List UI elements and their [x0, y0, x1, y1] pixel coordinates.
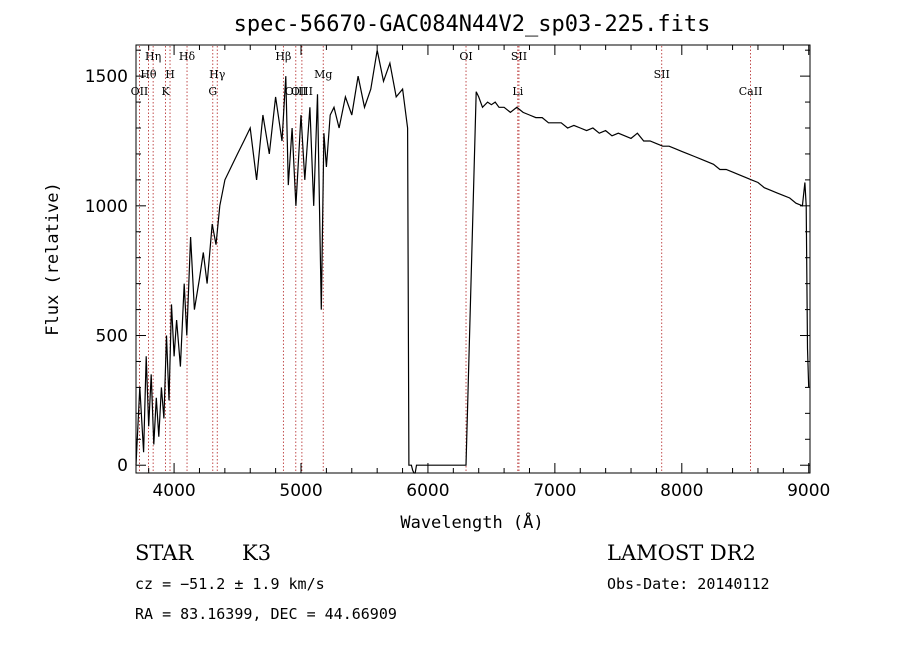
chart-title: spec-56670-GAC084N44V2_sp03-225.fits	[234, 12, 711, 37]
x-tick-label-1: 5000	[279, 481, 322, 501]
y-tick-label-3: 1500	[85, 67, 128, 87]
marker-label-1: Hδ	[179, 50, 196, 63]
x-axis-label: Wavelength (Å)	[400, 511, 543, 533]
obs-date-text: Obs-Date: 20140112	[607, 575, 770, 593]
x-tick-label-5: 9000	[787, 481, 830, 501]
plot-frame	[135, 44, 811, 474]
object-subclass: K3	[242, 541, 271, 565]
x-tick-label-2: 6000	[406, 481, 449, 501]
survey-name: LAMOST DR2	[607, 541, 756, 565]
marker-label-10: OII	[131, 85, 149, 98]
axis-ticks: 4000 5000 6000 7000 8000 9000 0 500 1000 1500	[85, 45, 830, 501]
marker-label-16: CaII	[739, 85, 763, 98]
marker-label-13: OIII	[285, 85, 307, 98]
x-tick-label-4: 8000	[660, 481, 703, 501]
marker-label-8: Mg	[314, 68, 332, 81]
marker-label-7: Hγ	[209, 68, 226, 81]
marker-label-5: Hθ	[140, 68, 157, 81]
object-class: STAR	[135, 541, 194, 565]
y-axis-label: Flux (relative)	[43, 182, 63, 336]
marker-label-14: OIII	[291, 85, 313, 98]
y-tick-label-0: 0	[117, 456, 128, 476]
marker-label-3: OI	[459, 50, 472, 63]
x-tick-label-0: 4000	[152, 481, 195, 501]
marker-label-0: Hη	[145, 50, 161, 63]
redshift-text: cz = −51.2 ± 1.9 km/s	[135, 575, 325, 593]
marker-label-11: K	[161, 85, 170, 98]
y-tick-label-2: 1000	[85, 197, 128, 217]
marker-label-9: SII	[654, 68, 670, 81]
x-tick-label-3: 7000	[533, 481, 576, 501]
coordinates-text: RA = 83.16399, DEC = 44.66909	[135, 605, 397, 623]
marker-label-2: Hβ	[275, 50, 291, 63]
y-tick-label-1: 500	[96, 327, 128, 347]
plot-area	[135, 50, 810, 474]
marker-label-12: G	[208, 85, 217, 98]
spectrum-series-line	[135, 50, 810, 474]
marker-label-4: SII	[511, 50, 527, 63]
marker-label-6: H	[165, 68, 175, 81]
marker-label-15: Li	[512, 85, 523, 98]
